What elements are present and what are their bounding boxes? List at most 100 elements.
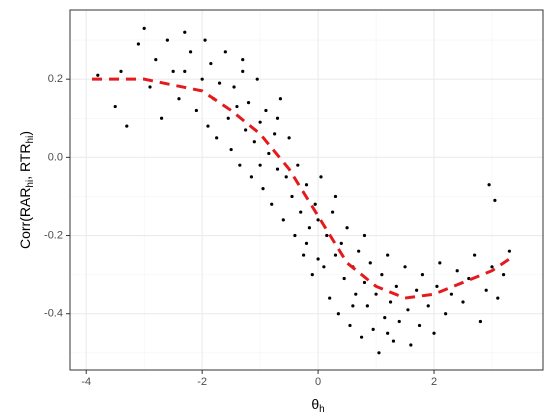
y-tick-label: 0.0	[48, 151, 63, 163]
point	[496, 296, 500, 300]
point	[273, 132, 277, 136]
point	[249, 175, 254, 179]
point	[244, 128, 248, 132]
point	[362, 233, 367, 238]
point	[284, 175, 288, 179]
point	[493, 198, 497, 202]
point	[299, 210, 303, 214]
y-tick-label: -0.2	[44, 229, 63, 241]
point	[241, 69, 245, 73]
point	[487, 183, 491, 187]
point	[322, 265, 326, 269]
point	[339, 241, 343, 245]
point	[507, 249, 511, 253]
trend-line	[92, 77, 511, 300]
point	[461, 300, 465, 304]
point	[406, 308, 410, 312]
point	[325, 233, 329, 238]
point	[368, 261, 372, 265]
point	[302, 253, 306, 257]
point	[426, 304, 430, 308]
point	[490, 265, 494, 269]
point	[270, 202, 274, 206]
point	[438, 261, 442, 265]
point	[238, 163, 242, 167]
point	[159, 116, 164, 120]
y-title-part: Corr(RAR	[17, 188, 33, 249]
point	[310, 273, 314, 277]
point	[188, 50, 193, 54]
point	[333, 253, 338, 257]
point	[165, 38, 169, 42]
point	[362, 280, 367, 285]
point	[267, 151, 271, 156]
x-tick-label: -2	[197, 376, 207, 388]
point	[96, 73, 100, 77]
point	[223, 50, 227, 54]
point	[194, 108, 198, 113]
panel-background	[70, 10, 543, 370]
point	[455, 269, 459, 273]
point	[113, 104, 117, 109]
x-tick-label: 0	[315, 376, 321, 388]
point	[287, 136, 291, 140]
point	[391, 339, 396, 343]
point	[148, 85, 152, 89]
point	[241, 58, 245, 62]
point	[275, 116, 280, 120]
point	[171, 69, 175, 73]
point	[473, 253, 477, 257]
point	[345, 226, 349, 230]
point	[377, 351, 381, 355]
point	[316, 257, 320, 261]
point	[275, 167, 280, 171]
x-title-main: θ	[311, 396, 319, 412]
point	[206, 124, 210, 128]
point	[281, 218, 285, 222]
point	[388, 300, 393, 304]
point	[183, 30, 187, 34]
point	[142, 26, 146, 30]
point	[394, 284, 398, 288]
point	[226, 116, 230, 120]
point	[119, 69, 123, 73]
point	[313, 202, 317, 206]
point	[484, 288, 488, 292]
y-axis-title: Corr(RARhi, RTRhi)	[17, 131, 36, 249]
y-title-part: , RTR	[17, 143, 33, 179]
point	[328, 296, 332, 300]
point	[386, 331, 390, 335]
point	[200, 77, 204, 81]
y-tick-label: 0.2	[48, 73, 63, 85]
point	[261, 187, 265, 191]
point	[357, 249, 361, 253]
y-title-sub: hi	[25, 180, 36, 188]
point	[403, 265, 407, 269]
point	[342, 276, 346, 281]
point	[316, 218, 320, 222]
point	[319, 175, 323, 179]
point	[290, 194, 294, 199]
point	[467, 276, 471, 281]
point	[264, 108, 268, 113]
point	[278, 97, 283, 101]
point	[386, 253, 390, 257]
point	[217, 81, 222, 85]
point	[371, 327, 375, 331]
point	[246, 101, 251, 105]
point	[209, 61, 213, 66]
point	[333, 194, 338, 199]
point	[215, 136, 219, 140]
point	[258, 163, 262, 167]
point	[397, 319, 401, 324]
point	[354, 292, 358, 296]
point	[252, 140, 256, 144]
point	[365, 304, 369, 308]
point	[478, 319, 482, 324]
point	[417, 323, 422, 328]
x-title-sub: h	[319, 404, 325, 415]
point	[351, 304, 355, 308]
panel-border	[69, 9, 544, 371]
